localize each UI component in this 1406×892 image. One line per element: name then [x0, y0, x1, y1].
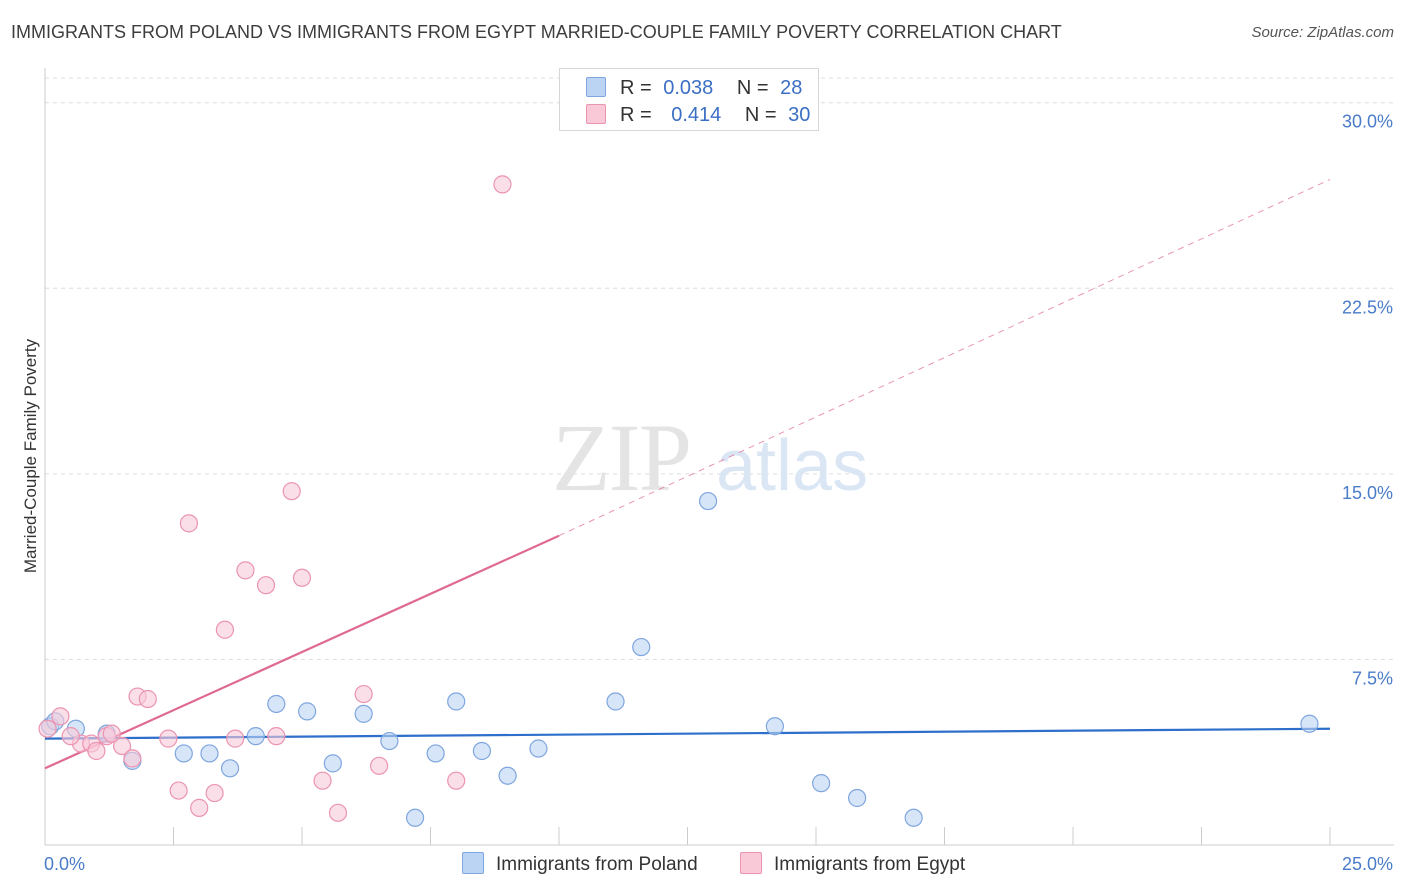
poland-n-value: 28 [780, 77, 803, 99]
egypt-point-9 [159, 729, 178, 748]
poland-point-13 [405, 808, 425, 827]
poland-point-18 [529, 739, 548, 758]
poland-point-16 [472, 741, 491, 761]
x-tick-label-max: 25.0% [1342, 854, 1393, 874]
egypt-r-label: R = [620, 104, 652, 126]
egypt-trend-line [44, 534, 560, 770]
egypt-point-8 [138, 689, 157, 709]
legend-row-poland: R = 0.038 N = 28 [586, 77, 802, 99]
watermark-zip: ZIP [552, 404, 690, 511]
bottom-legend-egypt: Immigrants from Egypt [740, 852, 965, 876]
poland-point-6 [220, 759, 240, 778]
egypt-n-label: N = [744, 104, 777, 126]
stats-legend: R = 0.038 N = 28 R = 0.414 N = 30 [559, 68, 819, 131]
y-tick-label-2: 22.5% [1342, 297, 1393, 317]
watermark: ZIP atlas [552, 404, 868, 511]
poland-point-21 [698, 491, 718, 511]
poland-point-12 [380, 731, 399, 751]
x-tick-labels: 0.0% 25.0% [44, 854, 1393, 874]
egypt-point-15 [226, 729, 245, 748]
egypt-point-13 [205, 783, 224, 803]
egypt-point-16 [236, 561, 255, 580]
axes [44, 68, 1394, 846]
poland-point-5 [200, 744, 219, 763]
poland-point-15 [447, 692, 466, 711]
egypt-point-10 [169, 781, 188, 800]
poland-point-25 [904, 808, 923, 827]
egypt-point-14 [215, 620, 234, 639]
poland-point-20 [632, 637, 651, 657]
poland-legend-icon [462, 852, 484, 874]
poland-point-11 [354, 704, 373, 723]
egypt-point-28 [61, 727, 80, 746]
poland-r-value: 0.038 [663, 77, 714, 99]
egypt-n-value: 30 [788, 104, 811, 126]
poland-point-23 [812, 774, 831, 793]
egypt-point-26 [493, 175, 512, 194]
poland-point-19 [606, 692, 625, 711]
poland-r-label: R = [620, 77, 652, 99]
y-tick-label-3: 30.0% [1342, 112, 1393, 132]
poland-point-24 [848, 788, 867, 808]
poland-point-14 [426, 744, 445, 763]
egypt-swatch-icon [586, 104, 606, 124]
poland-point-4 [174, 744, 193, 763]
legend-row-egypt: R = 0.414 N = 30 [586, 104, 810, 126]
egypt-point-18 [267, 727, 286, 746]
egypt-point-22 [328, 803, 348, 822]
egypt-point-21 [313, 771, 332, 790]
data-points [38, 175, 1319, 827]
egypt-point-25 [447, 771, 466, 790]
egypt-point-23 [354, 684, 373, 704]
egypt-point-1 [51, 707, 70, 726]
egypt-point-27 [102, 724, 121, 743]
poland-point-17 [498, 766, 517, 785]
egypt-legend-icon [740, 852, 762, 874]
poland-point-26 [1300, 714, 1319, 733]
egypt-point-12 [190, 798, 209, 817]
poland-swatch-icon [586, 77, 606, 97]
egypt-legend-label: Immigrants from Egypt [774, 854, 966, 875]
poland-point-7 [246, 727, 265, 746]
poland-point-10 [323, 754, 342, 773]
egypt-point-29 [123, 749, 142, 768]
egypt-point-24 [370, 756, 389, 775]
egypt-point-6 [112, 736, 132, 756]
egypt-trend-extension [558, 178, 1331, 537]
egypt-point-4 [87, 741, 106, 761]
bottom-legend-poland: Immigrants from Poland [462, 852, 698, 876]
poland-point-9 [298, 702, 317, 721]
poland-point-8 [267, 694, 286, 714]
x-tick-label-min: 0.0% [44, 854, 85, 874]
y-tick-label-0: 7.5% [1352, 668, 1393, 688]
poland-n-label: N = [736, 77, 769, 99]
egypt-point-17 [256, 576, 276, 595]
y-tick-label-1: 15.0% [1342, 483, 1393, 503]
y-tick-labels: 7.5% 15.0% 22.5% 30.0% [1342, 112, 1393, 689]
poland-legend-label: Immigrants from Poland [496, 854, 698, 875]
egypt-r-value: 0.414 [671, 104, 722, 126]
egypt-point-19 [282, 482, 301, 501]
egypt-point-0 [38, 719, 57, 738]
egypt-point-20 [292, 568, 312, 587]
watermark-atlas: atlas [716, 426, 868, 506]
egypt-point-11 [179, 514, 199, 533]
poland-point-22 [765, 717, 784, 736]
y-axis-label: Married-Couple Family Poverty [21, 338, 40, 573]
chart-title: IMMIGRANTS FROM POLAND VS IMMIGRANTS FRO… [11, 22, 1062, 42]
source-label: Source: ZipAtlas.com [1251, 24, 1394, 41]
